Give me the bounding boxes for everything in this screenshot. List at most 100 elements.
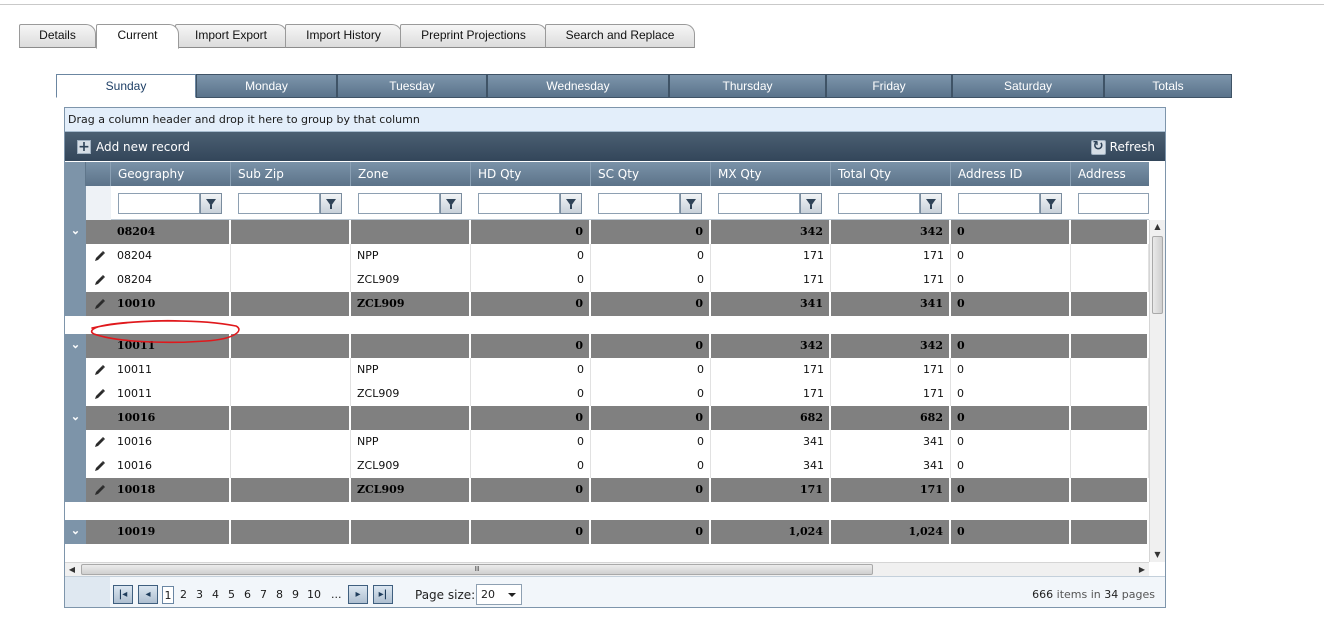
group-row[interactable]: ⌄ 10011 0 0 342 342 0	[65, 334, 1149, 358]
page-number[interactable]: 6	[244, 588, 251, 601]
pencil-icon[interactable]	[86, 244, 111, 268]
tab-preprint-projections[interactable]: Preprint Projections	[400, 24, 547, 48]
page-number[interactable]: 1	[162, 586, 174, 604]
group-panel[interactable]: Drag a column header and drop it here to…	[65, 108, 1165, 132]
table-row[interactable]: 08204 ZCL909 0 0 171 171 0	[65, 268, 1149, 292]
page-number[interactable]: 9	[292, 588, 299, 601]
chevron-down-icon[interactable]: ⌄	[65, 406, 86, 430]
filter-input-geography[interactable]	[118, 193, 200, 214]
tab-import-history[interactable]: Import History	[285, 24, 402, 48]
page-size-select[interactable]: 20	[476, 584, 522, 605]
column-header-total-qty[interactable]: Total Qty	[831, 162, 951, 186]
page-number[interactable]: 4	[212, 588, 219, 601]
column-header-hd-qty[interactable]: HD Qty	[471, 162, 591, 186]
prev-page-icon[interactable]: ◂	[138, 585, 158, 604]
page-number[interactable]: 7	[260, 588, 267, 601]
table-row[interactable]: 10016 ZCL909 0 0 341 341 0	[65, 454, 1149, 478]
last-page-icon[interactable]: ▸|	[373, 585, 393, 604]
filter-input-zone[interactable]	[358, 193, 440, 214]
filter-icon[interactable]	[680, 193, 702, 214]
filter-input-address-id[interactable]	[958, 193, 1040, 214]
tab-wednesday[interactable]: Wednesday	[487, 74, 669, 98]
tab-search-and-replace[interactable]: Search and Replace	[545, 24, 695, 48]
pencil-icon[interactable]	[86, 382, 111, 406]
vertical-scrollbar[interactable]: ▲ ▼	[1149, 220, 1165, 562]
filter-icon[interactable]	[320, 193, 342, 214]
group-row[interactable]: 10018 ZCL909 0 0 171 171 0	[65, 478, 1149, 502]
column-header-geography[interactable]: Geography	[111, 162, 231, 186]
cell-zone	[351, 520, 471, 544]
cell-sub-zip	[231, 430, 351, 454]
pencil-icon[interactable]	[86, 430, 111, 454]
filter-input-mx-qty[interactable]	[718, 193, 800, 214]
pencil-icon[interactable]	[86, 358, 111, 382]
scroll-right-icon[interactable]: ▶	[1138, 565, 1146, 574]
tab-monday[interactable]: Monday	[196, 74, 337, 98]
column-header-zone[interactable]: Zone	[351, 162, 471, 186]
cell-sub-zip	[231, 382, 351, 406]
horizontal-scroll-thumb[interactable]: Ⅲ	[81, 564, 873, 575]
scroll-left-icon[interactable]: ◀	[68, 565, 76, 574]
tab-friday[interactable]: Friday	[826, 74, 952, 98]
tab-tuesday[interactable]: Tuesday	[337, 74, 487, 98]
pencil-icon[interactable]	[86, 268, 111, 292]
filter-input-address[interactable]	[1078, 193, 1149, 214]
horizontal-scrollbar[interactable]: ◀ Ⅲ ▶	[65, 562, 1149, 576]
tab-totals[interactable]: Totals	[1104, 74, 1232, 98]
chevron-down-icon[interactable]: ⌄	[65, 334, 86, 358]
row-indicator	[65, 430, 86, 454]
chevron-down-icon[interactable]: ⌄	[65, 520, 86, 544]
tab-sunday[interactable]: Sunday	[56, 74, 196, 98]
filter-input-sub-zip[interactable]	[238, 193, 320, 214]
filter-icon[interactable]	[440, 193, 462, 214]
column-header-sub-zip[interactable]: Sub Zip	[231, 162, 351, 186]
column-header-mx-qty[interactable]: MX Qty	[711, 162, 831, 186]
filter-icon[interactable]	[1040, 193, 1062, 214]
filter-input-sc-qty[interactable]	[598, 193, 680, 214]
group-row[interactable]: 10010 ZCL909 0 0 341 341 0	[65, 292, 1149, 316]
filter-icon[interactable]	[560, 193, 582, 214]
filter-cell-address-id	[951, 186, 1071, 220]
tab-details[interactable]: Details	[19, 24, 96, 48]
filter-icon[interactable]	[800, 193, 822, 214]
scroll-up-icon[interactable]: ▲	[1154, 222, 1161, 231]
page-number[interactable]: 2	[180, 588, 187, 601]
pencil-icon[interactable]	[86, 478, 111, 502]
vertical-scroll-thumb[interactable]	[1152, 236, 1163, 314]
tab-current[interactable]: Current	[96, 24, 179, 49]
page-ellipsis[interactable]: ...	[331, 588, 342, 601]
table-row[interactable]: 10011 NPP 0 0 171 171 0	[65, 358, 1149, 382]
group-row[interactable]: ⌄ 10019 0 0 1,024 1,024 0	[65, 520, 1149, 544]
column-header-sc-qty[interactable]: SC Qty	[591, 162, 711, 186]
table-row[interactable]: 08204 NPP 0 0 171 171 0	[65, 244, 1149, 268]
tab-saturday[interactable]: Saturday	[952, 74, 1104, 98]
filter-input-hd-qty[interactable]	[478, 193, 560, 214]
column-header-address-id[interactable]: Address ID	[951, 162, 1071, 186]
group-row[interactable]: ⌄ 10016 0 0 682 682 0	[65, 406, 1149, 430]
table-row[interactable]: 10016 NPP 0 0 341 341 0	[65, 430, 1149, 454]
table-row[interactable]: 10011 ZCL909 0 0 171 171 0	[65, 382, 1149, 406]
first-page-icon[interactable]: |◂	[113, 585, 133, 604]
pencil-icon[interactable]	[86, 454, 111, 478]
filter-icon[interactable]	[920, 193, 942, 214]
cell-sc-qty: 0	[591, 478, 711, 502]
page-number[interactable]: 5	[228, 588, 235, 601]
page-number[interactable]: 3	[196, 588, 203, 601]
scroll-down-icon[interactable]: ▼	[1154, 550, 1161, 559]
filter-cell-sc-qty	[591, 186, 711, 220]
chevron-down-icon[interactable]: ⌄	[65, 220, 86, 244]
refresh-button[interactable]: Refresh	[1090, 139, 1155, 155]
pencil-icon[interactable]	[86, 292, 111, 316]
filter-input-total-qty[interactable]	[838, 193, 920, 214]
tab-thursday[interactable]: Thursday	[669, 74, 826, 98]
page-number[interactable]: 10	[307, 588, 321, 601]
next-page-icon[interactable]: ▸	[348, 585, 368, 604]
page-number[interactable]: 8	[276, 588, 283, 601]
filter-icon[interactable]	[200, 193, 222, 214]
tab-import-export[interactable]: Import Export	[175, 24, 287, 48]
cell-address	[1071, 406, 1149, 430]
group-row[interactable]: ⌄ 08204 0 0 342 342 0	[65, 220, 1149, 244]
column-header-address[interactable]: Address	[1078, 167, 1126, 181]
row-indicator	[65, 268, 86, 292]
add-new-record-button[interactable]: + Add new record	[77, 139, 190, 155]
